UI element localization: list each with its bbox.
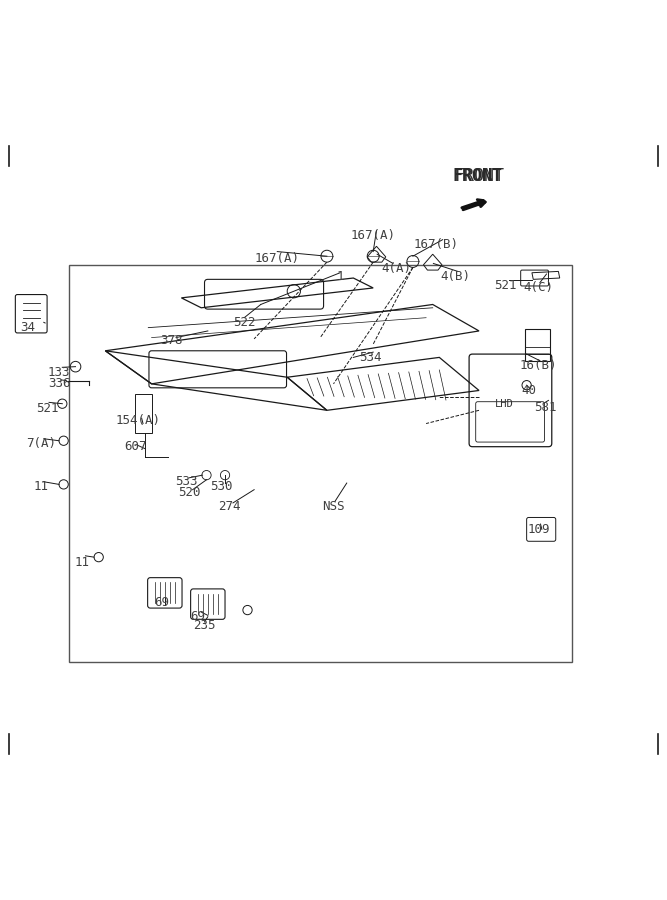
Text: 521: 521 [37, 401, 59, 415]
Text: FRONT: FRONT [453, 167, 503, 185]
Text: 69: 69 [190, 610, 205, 623]
Text: 4(A): 4(A) [382, 262, 412, 274]
Text: 167(A): 167(A) [255, 252, 299, 265]
Text: 109: 109 [528, 523, 550, 536]
Text: 1: 1 [336, 270, 344, 284]
Text: 133: 133 [48, 366, 70, 379]
Text: 274: 274 [217, 500, 240, 513]
Text: 7(A): 7(A) [26, 436, 56, 450]
Text: 40: 40 [521, 384, 536, 397]
Text: 4(B): 4(B) [441, 270, 471, 284]
Text: 336: 336 [48, 377, 70, 391]
Text: 378: 378 [160, 335, 183, 347]
Text: 521: 521 [494, 280, 517, 292]
Text: 235: 235 [193, 619, 215, 632]
Text: 11: 11 [33, 480, 49, 493]
Text: 34: 34 [21, 321, 35, 334]
Text: 522: 522 [233, 316, 255, 328]
Text: 167(A): 167(A) [351, 229, 396, 241]
Text: 4(C): 4(C) [524, 282, 554, 294]
Text: FRONT: FRONT [454, 166, 504, 184]
Text: 167(B): 167(B) [414, 238, 458, 251]
Text: 581: 581 [534, 400, 556, 413]
Text: 534: 534 [359, 351, 381, 364]
Text: 69: 69 [154, 596, 169, 608]
Text: 607: 607 [124, 440, 146, 454]
Text: 11: 11 [75, 556, 89, 569]
Text: 154(A): 154(A) [116, 414, 161, 427]
Text: NSS: NSS [322, 500, 345, 513]
Text: 520: 520 [178, 487, 201, 500]
Text: 16(B): 16(B) [520, 359, 558, 372]
Text: LHD: LHD [495, 399, 514, 409]
Text: 533: 533 [175, 474, 197, 488]
Text: 530: 530 [210, 480, 232, 493]
